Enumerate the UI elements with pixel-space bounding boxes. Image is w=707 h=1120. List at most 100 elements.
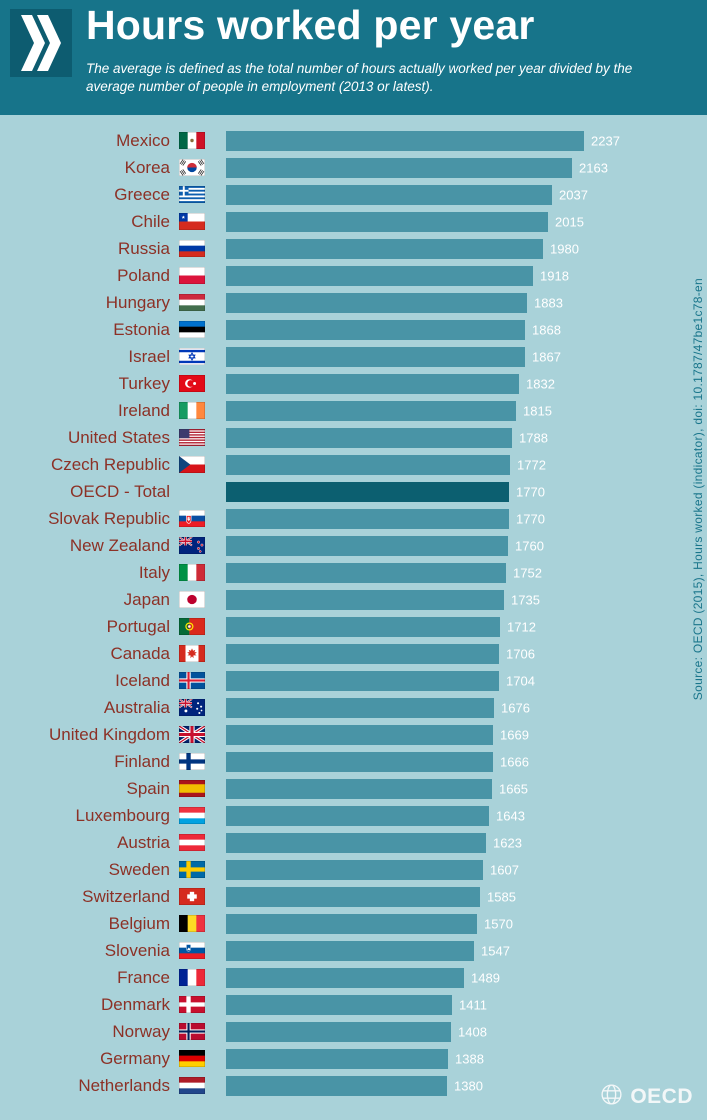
country-label: United Kingdom [49, 724, 170, 744]
chart-row: Australia 1676 [0, 694, 707, 721]
value-label: 1868 [532, 322, 561, 337]
chart-title: Hours worked per year [86, 2, 535, 48]
chart-row: Luxembourg 1643 [0, 802, 707, 829]
value-bar: 1770 [226, 481, 545, 502]
value-label: 1408 [458, 1024, 487, 1039]
value-label: 1388 [455, 1051, 484, 1066]
value-bar: 2237 [226, 130, 620, 151]
bar-track: 1815 [226, 400, 707, 421]
chart-row: France 1489 [0, 964, 707, 991]
value-label: 1752 [513, 565, 542, 580]
flag-denmark-icon [179, 996, 205, 1013]
chart-rows: Mexico 2237 Korea 2163 Greece 2037 Chile 2015 Ru… [0, 115, 707, 1099]
value-label: 1980 [550, 241, 579, 256]
value-label: 1815 [523, 403, 552, 418]
source-note: Source: OECD (2015), Hours worked (indic… [691, 278, 705, 701]
country-label: Mexico [116, 130, 170, 150]
country-label: Austria [117, 832, 170, 852]
value-bar: 1623 [226, 832, 522, 853]
value-bar: 1676 [226, 697, 530, 718]
value-label: 1547 [481, 943, 510, 958]
bar-track: 1867 [226, 346, 707, 367]
value-bar: 1883 [226, 292, 563, 313]
flag-slovenia-icon [179, 942, 205, 959]
country-label: Poland [117, 265, 170, 285]
chart-row: Korea 2163 [0, 154, 707, 181]
country-label: Korea [124, 157, 170, 177]
bar-track: 1918 [226, 265, 707, 286]
bar-track: 1669 [226, 724, 707, 745]
country-label: Germany [100, 1048, 170, 1068]
flag-mexico-icon [179, 132, 205, 149]
country-label: Portugal [106, 616, 170, 636]
value-bar: 1669 [226, 724, 529, 745]
value-label: 1380 [454, 1078, 483, 1093]
bar-track: 1607 [226, 859, 707, 880]
flag-netherlands-icon [179, 1077, 205, 1094]
value-label: 2237 [591, 133, 620, 148]
flag-belgium-icon [179, 915, 205, 932]
value-label: 1772 [517, 457, 546, 472]
value-label: 1712 [507, 619, 536, 634]
flag-germany-icon [179, 1050, 205, 1067]
country-label: Japan [123, 589, 170, 609]
bar-track: 1704 [226, 670, 707, 691]
country-label: Israel [128, 346, 170, 366]
flag-luxembourg-icon [179, 807, 205, 824]
flag-united-states-icon [179, 429, 205, 446]
value-bar: 1752 [226, 562, 542, 583]
value-label: 1570 [484, 916, 513, 931]
bar-track: 1388 [226, 1048, 707, 1069]
value-label: 1585 [487, 889, 516, 904]
value-bar: 1918 [226, 265, 569, 286]
value-bar: 1411 [226, 994, 487, 1015]
value-label: 1623 [493, 835, 522, 850]
bar-track: 1666 [226, 751, 707, 772]
bar-track: 1868 [226, 319, 707, 340]
bar-track: 2237 [226, 130, 707, 151]
chart-row: Belgium 1570 [0, 910, 707, 937]
flag-poland-icon [179, 267, 205, 284]
flag-switzerland-icon [179, 888, 205, 905]
flag-czech-republic-icon [179, 456, 205, 473]
value-bar: 2037 [226, 184, 588, 205]
bar-track: 1788 [226, 427, 707, 448]
value-bar: 1832 [226, 373, 555, 394]
country-label: Estonia [113, 319, 170, 339]
country-label: Slovak Republic [48, 508, 170, 528]
flag-new-zealand-icon [179, 537, 205, 554]
value-bar: 1408 [226, 1021, 487, 1042]
value-label: 2163 [579, 160, 608, 175]
value-label: 1788 [519, 430, 548, 445]
chart-row: Czech Republic 1772 [0, 451, 707, 478]
value-bar: 1868 [226, 319, 561, 340]
value-label: 1489 [471, 970, 500, 985]
value-label: 1607 [490, 862, 519, 877]
chart-row: Mexico 2237 [0, 127, 707, 154]
country-label: Sweden [108, 859, 170, 879]
value-label: 1883 [534, 295, 563, 310]
flag-slovak-republic-icon [179, 510, 205, 527]
country-label: Czech Republic [50, 454, 170, 474]
value-label: 1735 [511, 592, 540, 607]
value-label: 1832 [526, 376, 555, 391]
value-label: 1760 [515, 538, 544, 553]
country-label: Greece [114, 184, 170, 204]
flag-norway-icon [179, 1023, 205, 1040]
chart-row: Israel 1867 [0, 343, 707, 370]
chart-row: Netherlands 1380 [0, 1072, 707, 1099]
flag-iceland-icon [179, 672, 205, 689]
chart-row: Canada 1706 [0, 640, 707, 667]
value-bar: 1388 [226, 1048, 484, 1069]
flag-ireland-icon [179, 402, 205, 419]
flag-japan-icon [179, 591, 205, 608]
bar-track: 1760 [226, 535, 707, 556]
flag-hungary-icon [179, 294, 205, 311]
country-label: Denmark [101, 994, 170, 1014]
flag-spain-icon [179, 780, 205, 797]
value-bar: 1772 [226, 454, 546, 475]
bar-track: 1489 [226, 967, 707, 988]
globe-icon [599, 1082, 624, 1112]
value-bar: 1735 [226, 589, 540, 610]
flag-korea-icon [179, 159, 205, 176]
